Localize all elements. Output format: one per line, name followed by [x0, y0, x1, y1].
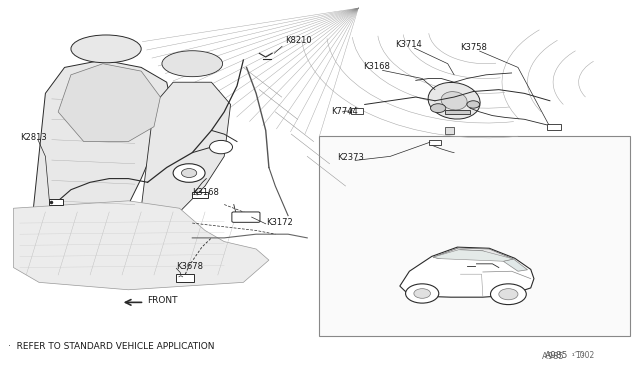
Circle shape — [499, 289, 518, 300]
Polygon shape — [400, 247, 534, 297]
Polygon shape — [141, 82, 230, 212]
Circle shape — [490, 284, 526, 305]
Text: K3172: K3172 — [266, 218, 292, 227]
Text: K2813: K2813 — [20, 132, 47, 141]
Circle shape — [431, 104, 446, 113]
Bar — [192, 192, 208, 198]
FancyBboxPatch shape — [232, 212, 260, 222]
Bar — [49, 199, 63, 205]
Bar — [176, 274, 194, 282]
Bar — [351, 108, 364, 114]
Polygon shape — [58, 64, 161, 141]
Circle shape — [173, 164, 205, 182]
Text: A985: A985 — [545, 351, 568, 360]
Polygon shape — [433, 250, 513, 261]
Text: K7744: K7744 — [332, 107, 358, 116]
Text: FRONT: FRONT — [148, 296, 178, 305]
Text: ·  REFER TO STANDARD VEHICLE APPLICATION: · REFER TO STANDARD VEHICLE APPLICATION — [8, 342, 215, 351]
Circle shape — [467, 101, 479, 108]
Circle shape — [209, 140, 232, 154]
Ellipse shape — [71, 35, 141, 63]
Text: K3168: K3168 — [364, 62, 390, 71]
Ellipse shape — [441, 92, 467, 110]
Text: K3758: K3758 — [461, 43, 488, 52]
Circle shape — [406, 284, 439, 303]
Circle shape — [414, 289, 431, 298]
Text: K3168: K3168 — [192, 188, 219, 197]
Text: K2373: K2373 — [337, 153, 364, 162]
Bar — [547, 125, 561, 131]
Ellipse shape — [162, 51, 223, 77]
Ellipse shape — [428, 83, 480, 119]
Text: K8210: K8210 — [285, 36, 312, 45]
Bar — [319, 136, 630, 336]
Bar — [429, 140, 442, 145]
Polygon shape — [33, 60, 173, 227]
Text: K3678: K3678 — [176, 262, 204, 271]
Bar — [445, 127, 454, 134]
Text: A985   ¹⁀⁠²: A985 ¹⁀⁠² — [542, 352, 585, 361]
Polygon shape — [13, 201, 269, 290]
Polygon shape — [433, 248, 513, 261]
Polygon shape — [503, 259, 527, 271]
Text: 1002: 1002 — [575, 351, 595, 360]
Text: K3714: K3714 — [396, 40, 422, 49]
Circle shape — [181, 169, 196, 177]
Bar — [445, 110, 470, 114]
